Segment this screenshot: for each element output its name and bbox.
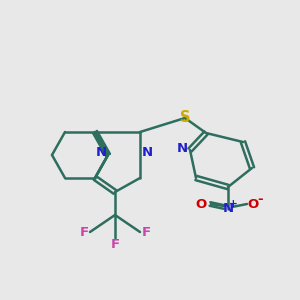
- Text: -: -: [257, 194, 263, 206]
- Text: O: O: [248, 197, 259, 211]
- Text: F: F: [80, 226, 88, 238]
- Text: N: N: [95, 146, 106, 158]
- Text: F: F: [141, 226, 151, 238]
- Text: N: N: [176, 142, 188, 155]
- Text: N: N: [141, 146, 153, 158]
- Text: +: +: [229, 199, 237, 209]
- Text: N: N: [222, 202, 234, 215]
- Text: O: O: [195, 197, 207, 211]
- Text: S: S: [180, 110, 190, 125]
- Text: F: F: [110, 238, 120, 251]
